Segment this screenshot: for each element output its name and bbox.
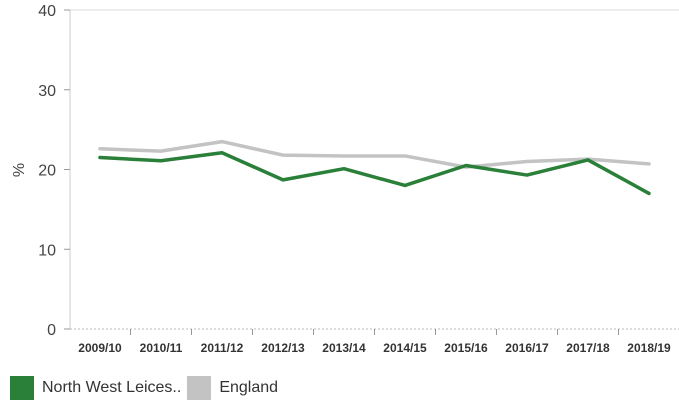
x-tick-label: 2013/14 bbox=[322, 341, 366, 355]
y-tick-label: 30 bbox=[38, 83, 56, 100]
y-tick-label: 10 bbox=[38, 242, 56, 259]
legend-item-england[interactable]: England bbox=[187, 376, 278, 400]
x-tick-labels: 2009/10 2010/11 2011/12 2012/13 2013/14 2014/… bbox=[78, 341, 671, 355]
series-lines bbox=[98, 139, 651, 196]
x-tick-label: 2012/13 bbox=[261, 341, 305, 355]
y-tick-labels: 0 10 20 30 40 bbox=[38, 3, 56, 339]
y-tick-label: 40 bbox=[38, 3, 56, 20]
y-tick-label: 0 bbox=[47, 322, 56, 339]
x-tick-label: 2015/16 bbox=[444, 341, 488, 355]
x-tick-label: 2018/19 bbox=[627, 341, 671, 355]
y-axis-label: % bbox=[11, 163, 28, 177]
x-tick-label: 2014/15 bbox=[383, 341, 427, 355]
x-tick-label: 2010/11 bbox=[140, 341, 183, 355]
x-tick-label: 2009/10 bbox=[78, 341, 122, 355]
legend: North West Leices.. England bbox=[10, 376, 284, 400]
x-tick-label: 2016/17 bbox=[505, 341, 549, 355]
series-line-england[interactable] bbox=[98, 139, 651, 169]
axes bbox=[64, 9, 679, 335]
x-tick-label: 2017/18 bbox=[566, 341, 610, 355]
x-tick-label: 2011/12 bbox=[201, 341, 244, 355]
legend-label-north-west-leicestershire: North West Leices.. bbox=[42, 379, 182, 396]
legend-label-england: England bbox=[219, 379, 279, 396]
legend-swatch-england bbox=[187, 376, 212, 400]
legend-item-north-west-leicestershire[interactable]: North West Leices.. bbox=[10, 376, 181, 400]
legend-swatch-north-west-leicestershire bbox=[10, 376, 34, 400]
y-tick-label: 20 bbox=[38, 163, 56, 180]
series-line-north-west-leices[interactable] bbox=[98, 151, 651, 196]
